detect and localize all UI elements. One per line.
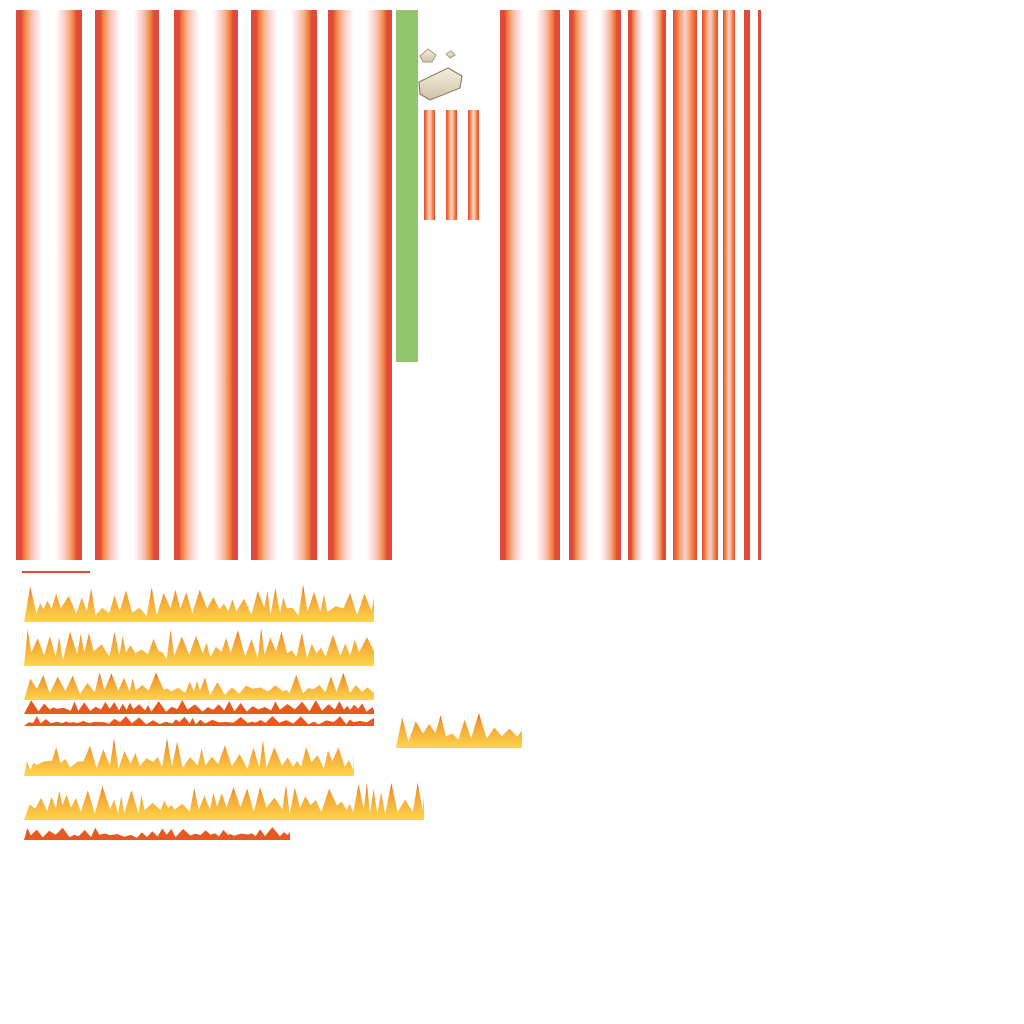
lava-thin-bar [702, 10, 718, 560]
rock-debris [418, 48, 463, 101]
lava-column-tile [95, 10, 159, 560]
flame-row [24, 672, 374, 700]
lava-column-tile [628, 10, 666, 560]
rock-large [418, 67, 463, 101]
small-lava-bars [424, 110, 479, 220]
lava-column-tile [500, 10, 560, 560]
lava-columns-left [16, 10, 392, 560]
small-lava-bar [446, 110, 457, 220]
lava-column-tile [174, 10, 238, 560]
flame-fragment [396, 713, 522, 748]
rock-small [419, 48, 437, 63]
flame-row [24, 716, 374, 726]
flame-row [24, 700, 374, 714]
lava-column-tile [328, 10, 392, 560]
flame-row [24, 738, 354, 776]
flame-row [24, 584, 374, 622]
small-lava-bar [424, 110, 435, 220]
flame-row [24, 782, 424, 820]
flame-row [24, 827, 290, 840]
small-lava-bar [468, 110, 479, 220]
lava-column-tile [16, 10, 82, 560]
lava-thin-bar [723, 10, 735, 560]
lava-columns-right [500, 10, 761, 560]
rock-tiny [445, 50, 456, 59]
lava-thin-bar [744, 10, 750, 560]
flame-row [24, 628, 374, 666]
red-marker-line [22, 571, 90, 573]
lava-column-tile [251, 10, 317, 560]
flame-rows [24, 584, 522, 840]
lava-thin-bar [758, 10, 761, 560]
lava-column-tile [569, 10, 621, 560]
lava-column-tile [673, 10, 697, 560]
green-strip-tile [396, 10, 418, 362]
